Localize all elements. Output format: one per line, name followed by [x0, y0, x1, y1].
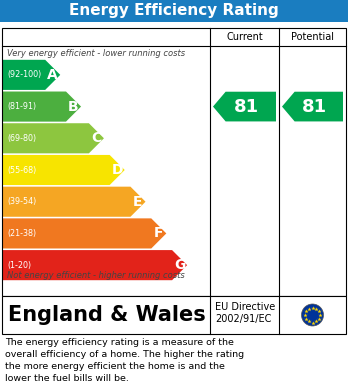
- Text: Energy Efficiency Rating: Energy Efficiency Rating: [69, 4, 279, 18]
- Bar: [2, 296, 346, 334]
- Text: (1-20): (1-20): [7, 261, 31, 270]
- Text: Current: Current: [226, 32, 263, 42]
- Polygon shape: [3, 91, 81, 122]
- Text: The energy efficiency rating is a measure of the
overall efficiency of a home. T: The energy efficiency rating is a measur…: [5, 338, 244, 384]
- Text: E: E: [133, 195, 143, 209]
- Polygon shape: [3, 218, 166, 249]
- Text: B: B: [68, 100, 79, 113]
- Text: England & Wales: England & Wales: [8, 305, 206, 325]
- Polygon shape: [3, 187, 145, 217]
- Text: (55-68): (55-68): [7, 165, 36, 174]
- Text: EU Directive
2002/91/EC: EU Directive 2002/91/EC: [215, 302, 275, 324]
- Text: Very energy efficient - lower running costs: Very energy efficient - lower running co…: [7, 49, 185, 58]
- Polygon shape: [3, 155, 125, 185]
- Polygon shape: [3, 123, 104, 153]
- Text: D: D: [111, 163, 123, 177]
- Text: C: C: [91, 131, 102, 145]
- Text: (21-38): (21-38): [7, 229, 36, 238]
- Text: G: G: [174, 258, 185, 272]
- Polygon shape: [213, 92, 276, 122]
- Text: (39-54): (39-54): [7, 197, 36, 206]
- Text: A: A: [47, 68, 58, 82]
- Text: F: F: [154, 226, 164, 240]
- Text: 81: 81: [234, 98, 259, 116]
- Bar: [2, 28, 346, 296]
- Text: Potential: Potential: [291, 32, 334, 42]
- Text: 81: 81: [302, 98, 327, 116]
- Text: (69-80): (69-80): [7, 134, 36, 143]
- Circle shape: [301, 304, 324, 326]
- Text: Not energy efficient - higher running costs: Not energy efficient - higher running co…: [7, 271, 185, 280]
- Bar: [0, 0, 348, 22]
- Polygon shape: [3, 60, 60, 90]
- Text: (81-91): (81-91): [7, 102, 36, 111]
- Polygon shape: [3, 250, 187, 280]
- Text: (92-100): (92-100): [7, 70, 41, 79]
- Polygon shape: [282, 92, 343, 122]
